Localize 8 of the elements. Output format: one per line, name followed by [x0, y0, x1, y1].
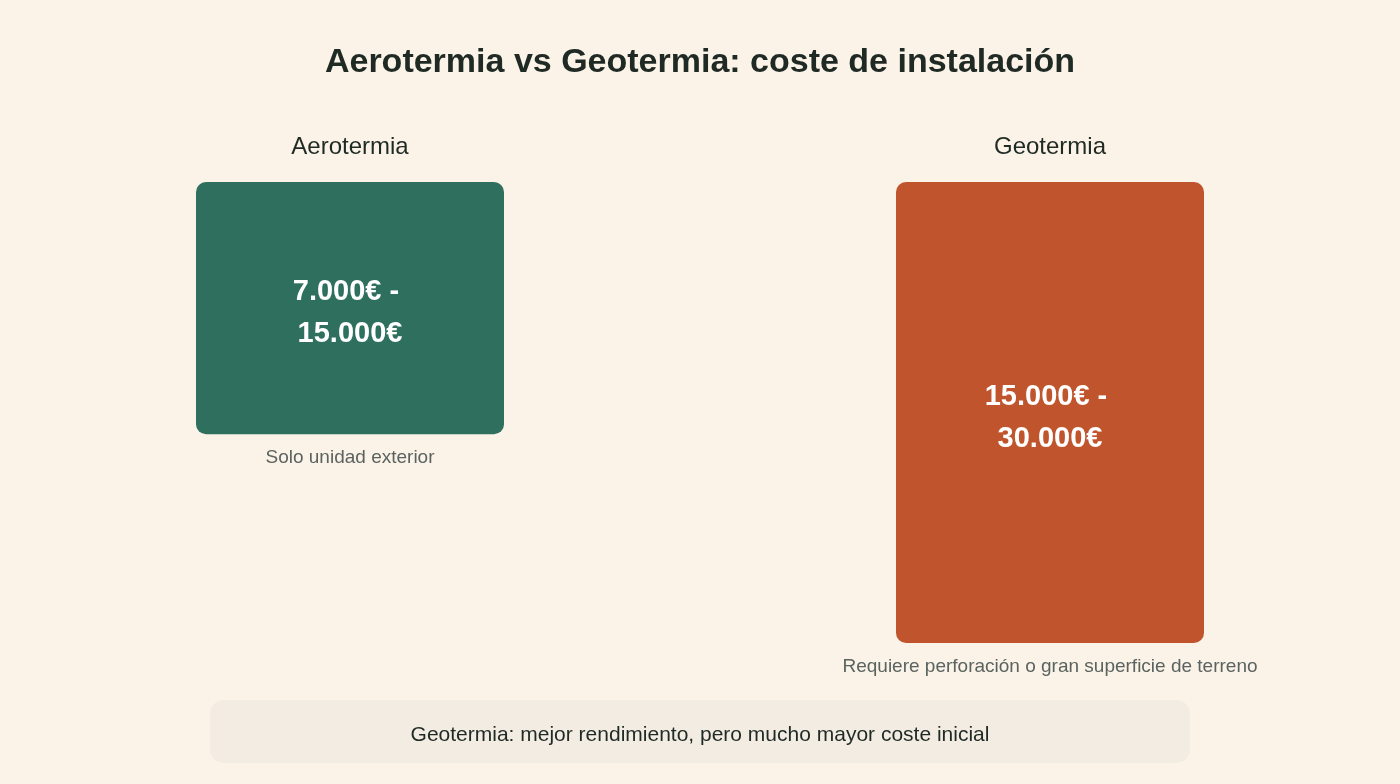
chart-title: Aerotermia vs Geotermia: coste de instalación: [324, 41, 1076, 79]
annotation: 7.000€ - 15.000€: [292, 274, 408, 349]
annotation: Requiere perforación o gran superficie de terreno: [842, 654, 1258, 676]
annotation: Solo unidad exterior: [265, 445, 436, 467]
x-tick-label: Geotermia: [993, 131, 1107, 159]
x-tick-label: Aerotermia: [291, 131, 410, 159]
text: Geotermia: mejor rendimiento, pero mucho mayor coste inicial: [410, 721, 990, 745]
annotation: 15.000€ - 30.000€: [984, 378, 1116, 453]
